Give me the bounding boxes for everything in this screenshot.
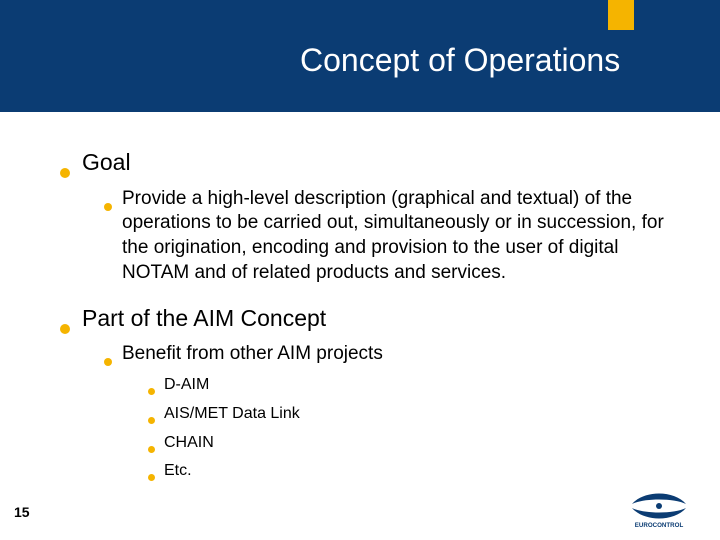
slide: Concept of Operations Goal Provide a hig… <box>0 0 720 540</box>
bullet-icon <box>104 358 112 366</box>
bullet-icon <box>60 168 70 178</box>
list-item: AIS/MET Data Link <box>148 404 676 425</box>
bullet-icon <box>148 474 155 481</box>
list-item-label: CHAIN <box>164 433 214 454</box>
logo-text: EUROCONTROL <box>635 522 684 528</box>
bullet-icon <box>148 388 155 395</box>
page-number: 15 <box>14 504 30 520</box>
bullet-list-level2: Provide a high-level description (graphi… <box>60 187 676 286</box>
list-item: D-AIM <box>148 375 676 396</box>
list-item-label: Benefit from other AIM projects <box>122 342 383 367</box>
list-item-label: D-AIM <box>164 375 209 396</box>
slide-title: Concept of Operations <box>300 42 620 79</box>
bullet-icon <box>148 446 155 453</box>
slide-body: Goal Provide a high-level description (g… <box>60 130 676 482</box>
bullet-icon <box>148 417 155 424</box>
bullet-icon <box>60 324 70 334</box>
bullet-list-level1: Goal Provide a high-level description (g… <box>60 148 676 482</box>
bullet-list-level2: Benefit from other AIM projects D-AIM <box>60 342 676 482</box>
bullet-icon <box>104 203 112 211</box>
list-item-label: Provide a high-level description (graphi… <box>122 187 676 286</box>
slide-header: Concept of Operations <box>0 0 720 112</box>
list-item: Etc. <box>148 461 676 482</box>
bullet-list-level3: D-AIM AIS/MET Data Link <box>104 375 676 482</box>
list-item: Benefit from other AIM projects D-AIM <box>104 342 676 482</box>
list-item: CHAIN <box>148 433 676 454</box>
list-item-label: Goal <box>82 148 131 177</box>
eurocontrol-logo: EUROCONTROL <box>622 486 696 528</box>
list-item: Goal Provide a high-level description (g… <box>60 148 676 286</box>
list-item-label: AIS/MET Data Link <box>164 404 300 425</box>
list-item: Part of the AIM Concept Benefit from oth… <box>60 304 676 483</box>
header-accent-stripe <box>608 0 634 30</box>
list-item: Provide a high-level description (graphi… <box>104 187 676 286</box>
list-item-label: Etc. <box>164 461 192 482</box>
list-item-label: Part of the AIM Concept <box>82 304 326 333</box>
